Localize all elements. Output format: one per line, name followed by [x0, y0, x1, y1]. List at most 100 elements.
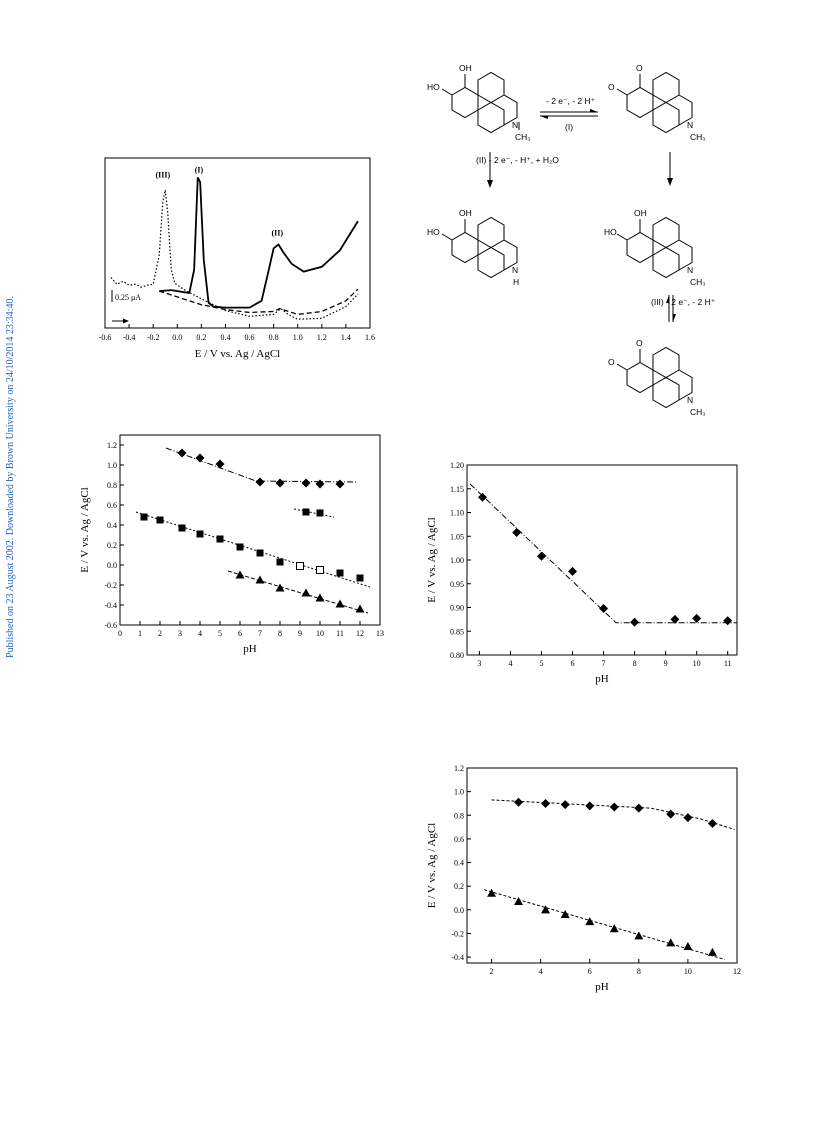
peak-label: (I) [195, 166, 204, 175]
y-tick-label: 1.2 [454, 764, 464, 773]
atom-o: O [608, 357, 615, 367]
data-point-square [336, 569, 344, 577]
data-point-diamond [666, 809, 676, 819]
plot-frame [466, 464, 738, 656]
x-tick-label: 2 [490, 967, 494, 976]
x-tick-label: 13 [376, 629, 384, 638]
x-tick-label: 1.0 [293, 333, 303, 342]
x-tick-label: 4 [508, 659, 512, 668]
atom-n: N [687, 265, 693, 275]
fit-line [293, 508, 335, 518]
molecule-quinone [616, 72, 693, 133]
data-point-triangle [585, 917, 595, 926]
atom-n: N [512, 120, 518, 130]
y-axis-label: E / V vs. Ag / AgCl [79, 487, 91, 572]
data-point-triangle [514, 897, 524, 906]
y-tick-label: 1.2 [107, 441, 117, 450]
x-tick-label: 1.4 [341, 333, 351, 342]
publication-note: Published on 23 August 2002. Downloaded … [5, 296, 16, 658]
data-point-square [256, 549, 264, 557]
data-point-triangle [560, 910, 570, 919]
voltammogram-chart: -0.6 -0.4 -0.2 0.0 0.2 0.4 0.6 0.8 1.0 1.2 1.4 1.6 E… [99, 157, 375, 360]
data-point-diamond [514, 797, 524, 807]
data-point-square [156, 516, 164, 524]
y-tick-label: -0.2 [104, 581, 117, 590]
atom-o: O [636, 338, 643, 348]
y-tick-label: 0.6 [454, 835, 464, 844]
atom-oh: OH [634, 208, 647, 218]
x-tick-label: 0.4 [220, 333, 230, 342]
atom-o: O [636, 63, 643, 73]
arrow-label-iii: (III) - 2 e⁻, - 2 H⁺ [651, 297, 716, 307]
y-tick-label: -0.4 [451, 953, 464, 962]
x-tick-label: 8 [633, 659, 637, 668]
data-point-square [140, 513, 148, 521]
data-point-square [276, 558, 284, 566]
ph-chart-1: 0 1 2 3 4 5 6 7 8 9 10 11 12 13-0.6-0.4-0.20.00.20.40… [79, 434, 384, 655]
x-axis-label: E / V vs. Ag / AgCl [195, 348, 280, 360]
x-tick-label: 10 [316, 629, 324, 638]
atom-o: O [608, 82, 615, 92]
plot-frame [119, 434, 381, 626]
data-point-diamond [215, 459, 225, 469]
x-tick-label: 12 [356, 629, 364, 638]
x-tick-label: 9 [664, 659, 668, 668]
data-point-diamond [195, 453, 205, 463]
atom-ho: HO [427, 82, 440, 92]
x-tick-label: 0.8 [269, 333, 279, 342]
x-tick-label: -0.6 [99, 333, 112, 342]
y-tick-label: 0.80 [450, 651, 464, 660]
y-tick-label: 0.85 [450, 627, 464, 636]
atom-ch3: CH₃ [690, 407, 706, 417]
x-tick-label: 0.6 [245, 333, 255, 342]
fit-line [484, 889, 725, 960]
data-point-diamond [585, 801, 595, 811]
arrow-label-i: (I) [565, 122, 573, 132]
plot-frame [466, 767, 738, 964]
data-point-triangle [609, 924, 619, 933]
data-point-triangle [487, 888, 497, 897]
y-tick-label: 0.0 [454, 906, 464, 915]
fit-line [469, 483, 737, 624]
data-point-diamond [512, 527, 522, 537]
x-tick-label: 5 [218, 629, 222, 638]
x-tick-label: -0.4 [123, 333, 136, 342]
molecule-dehydro-quinone [616, 347, 693, 408]
data-point-triangle [707, 947, 717, 956]
y-tick-label: 0.8 [454, 811, 464, 820]
x-tick-label: 10 [684, 967, 692, 976]
data-point-open-square [296, 562, 304, 570]
data-point-triangle [666, 938, 676, 947]
x-axis-label: pH [243, 643, 257, 655]
voltammogram-trace [110, 189, 359, 320]
atom-n: N [687, 395, 693, 405]
y-axis-label: E / V vs. Ag / AgCl [426, 823, 438, 908]
data-point-diamond [683, 813, 693, 823]
atom-n: N [512, 265, 518, 275]
x-tick-label: 8 [637, 967, 641, 976]
voltammogram-trace [159, 288, 359, 316]
fit-line [135, 511, 371, 588]
data-point-triangle [335, 599, 345, 608]
x-tick-label: 3 [477, 659, 481, 668]
atom-n: N [687, 120, 693, 130]
y-tick-label: 1.10 [450, 509, 464, 518]
y-tick-label: 1.00 [450, 556, 464, 565]
y-tick-label: 0.2 [454, 882, 464, 891]
y-tick-label: 0.4 [454, 859, 464, 868]
atom-ch3: CH₃ [690, 277, 706, 287]
y-tick-label: -0.4 [104, 601, 117, 610]
x-tick-label: 1 [138, 629, 142, 638]
y-tick-label: 0.2 [107, 541, 117, 550]
atom-ho: HO [427, 227, 440, 237]
x-tick-label: 1.6 [365, 333, 375, 342]
molecule-catechol [441, 72, 518, 133]
y-tick-label: 0.4 [107, 521, 117, 530]
data-point-diamond [599, 603, 609, 613]
plot-frame [104, 157, 371, 329]
peak-label: (II) [271, 229, 283, 238]
data-point-diamond [707, 819, 717, 829]
data-point-diamond [692, 613, 702, 623]
x-tick-label: 7 [602, 659, 606, 668]
data-point-triangle [301, 588, 311, 597]
